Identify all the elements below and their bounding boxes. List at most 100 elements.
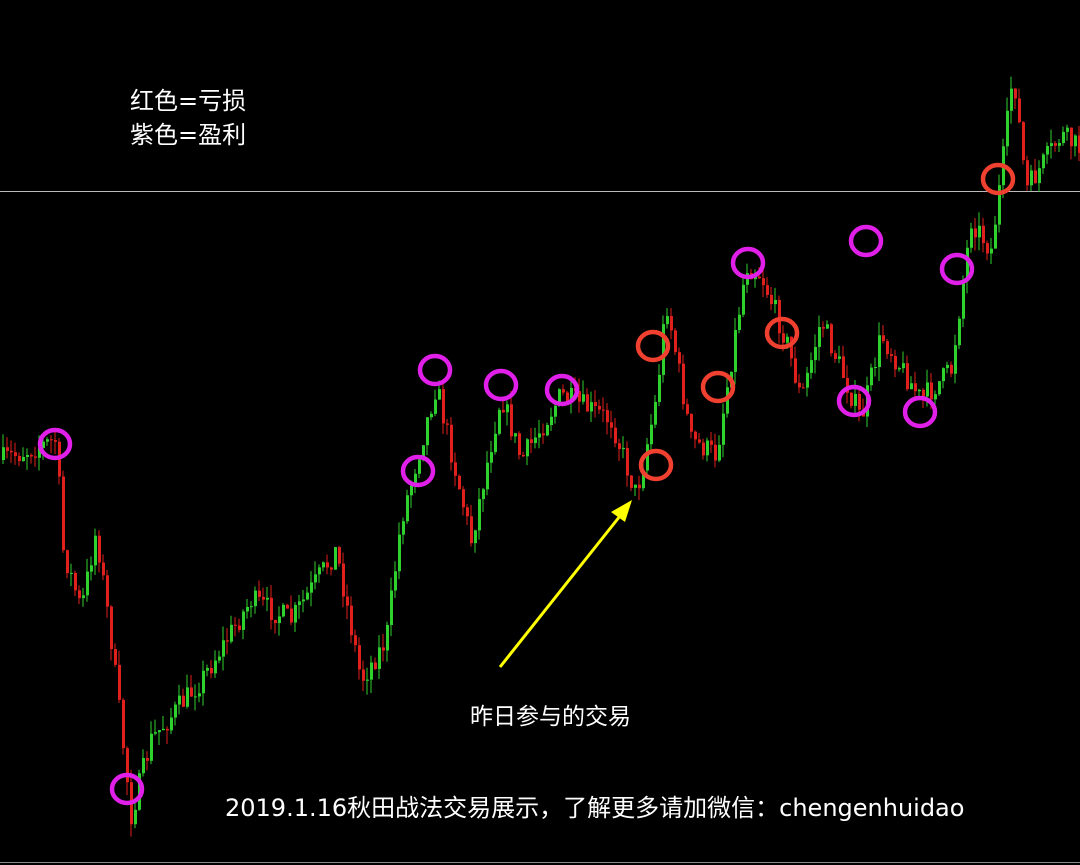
candle-body	[26, 454, 29, 457]
candle-body	[586, 394, 589, 412]
candle-body	[618, 443, 621, 450]
candle-body	[1078, 135, 1080, 153]
candle-body	[598, 405, 601, 410]
candle-body	[166, 728, 169, 731]
candle-body	[38, 448, 41, 458]
candle-body	[1018, 98, 1021, 123]
candle-body	[242, 611, 245, 630]
candle-body	[814, 346, 817, 361]
candle-body	[1010, 88, 1013, 111]
candle-body	[222, 640, 225, 657]
candle-body	[582, 394, 585, 402]
candle-body	[518, 433, 521, 455]
candle-body	[474, 530, 477, 544]
candle-body	[394, 571, 397, 591]
candle-body	[426, 417, 429, 446]
candle-body	[390, 590, 393, 625]
candle-body	[906, 363, 909, 390]
candle-body	[806, 372, 809, 388]
candle-body	[466, 507, 469, 517]
candle-body	[722, 413, 725, 445]
candle-body	[342, 563, 345, 597]
candle-body	[194, 696, 197, 698]
candle-body	[290, 608, 293, 623]
profit-marker	[544, 373, 580, 407]
candle-body	[366, 679, 369, 681]
candle-body	[178, 695, 181, 705]
candle-body	[686, 404, 689, 414]
candle-body	[326, 562, 329, 568]
candle-body	[22, 456, 25, 462]
candle-body	[206, 667, 209, 671]
candle-body	[638, 484, 641, 489]
loss-marker	[638, 448, 674, 482]
candle-body	[622, 447, 625, 450]
candle-body	[230, 624, 233, 642]
candle-body	[186, 687, 189, 707]
candle-body	[1030, 170, 1033, 186]
candle-body	[1022, 122, 1025, 161]
candle-body	[170, 717, 173, 731]
candle-body	[142, 758, 145, 774]
candle-body	[682, 363, 685, 405]
candle-body	[202, 670, 205, 694]
candle-body	[954, 345, 957, 374]
candle-body	[462, 489, 465, 508]
candle-body	[930, 382, 933, 400]
candle-body	[846, 377, 849, 393]
candle-body	[910, 383, 913, 390]
candle-body	[974, 228, 977, 238]
candle-body	[918, 389, 921, 392]
candle-body	[1034, 170, 1037, 184]
candle-body	[1050, 143, 1053, 147]
candle-body	[82, 595, 85, 599]
candle-body	[106, 575, 109, 607]
candle-body	[1042, 154, 1045, 169]
candle-body	[606, 410, 609, 423]
candle-body	[758, 276, 761, 279]
candle-body	[378, 647, 381, 670]
candle-body	[1038, 168, 1041, 184]
candle-body	[330, 567, 333, 570]
profit-marker	[37, 427, 73, 461]
candle-body	[42, 441, 45, 449]
candle-body	[430, 413, 433, 418]
candle-body	[646, 444, 649, 471]
loss-marker	[635, 329, 671, 363]
candle-body	[382, 647, 385, 651]
candle-body	[938, 381, 941, 395]
candle-body	[714, 444, 717, 461]
candles	[2, 76, 1080, 837]
candle-body	[74, 572, 77, 591]
candle-body	[794, 358, 797, 383]
candle-body	[10, 450, 13, 453]
candle-body	[442, 389, 445, 424]
candle-body	[702, 442, 705, 456]
candle-body	[502, 409, 505, 413]
candle-body	[710, 440, 713, 445]
candle-body	[86, 571, 89, 596]
candle-body	[1070, 127, 1073, 147]
candle-body	[294, 604, 297, 623]
candle-body	[1066, 127, 1069, 132]
candle-body	[162, 728, 165, 731]
loss-marker	[980, 162, 1016, 196]
candle-body	[306, 592, 309, 600]
profit-marker	[939, 252, 975, 286]
candle-body	[150, 733, 153, 761]
candle-body	[610, 422, 613, 428]
candle-body	[354, 635, 357, 646]
candle-body	[942, 368, 945, 382]
profit-marker	[902, 395, 938, 429]
candle-body	[18, 455, 21, 462]
candle-body	[110, 606, 113, 650]
candle-body	[54, 440, 57, 442]
candle-body	[322, 562, 325, 568]
candle-body	[318, 567, 321, 575]
legend-line: 紫色=盈利	[130, 121, 246, 149]
candle-body	[386, 624, 389, 651]
candle-body	[254, 590, 257, 607]
candle-body	[802, 387, 805, 389]
